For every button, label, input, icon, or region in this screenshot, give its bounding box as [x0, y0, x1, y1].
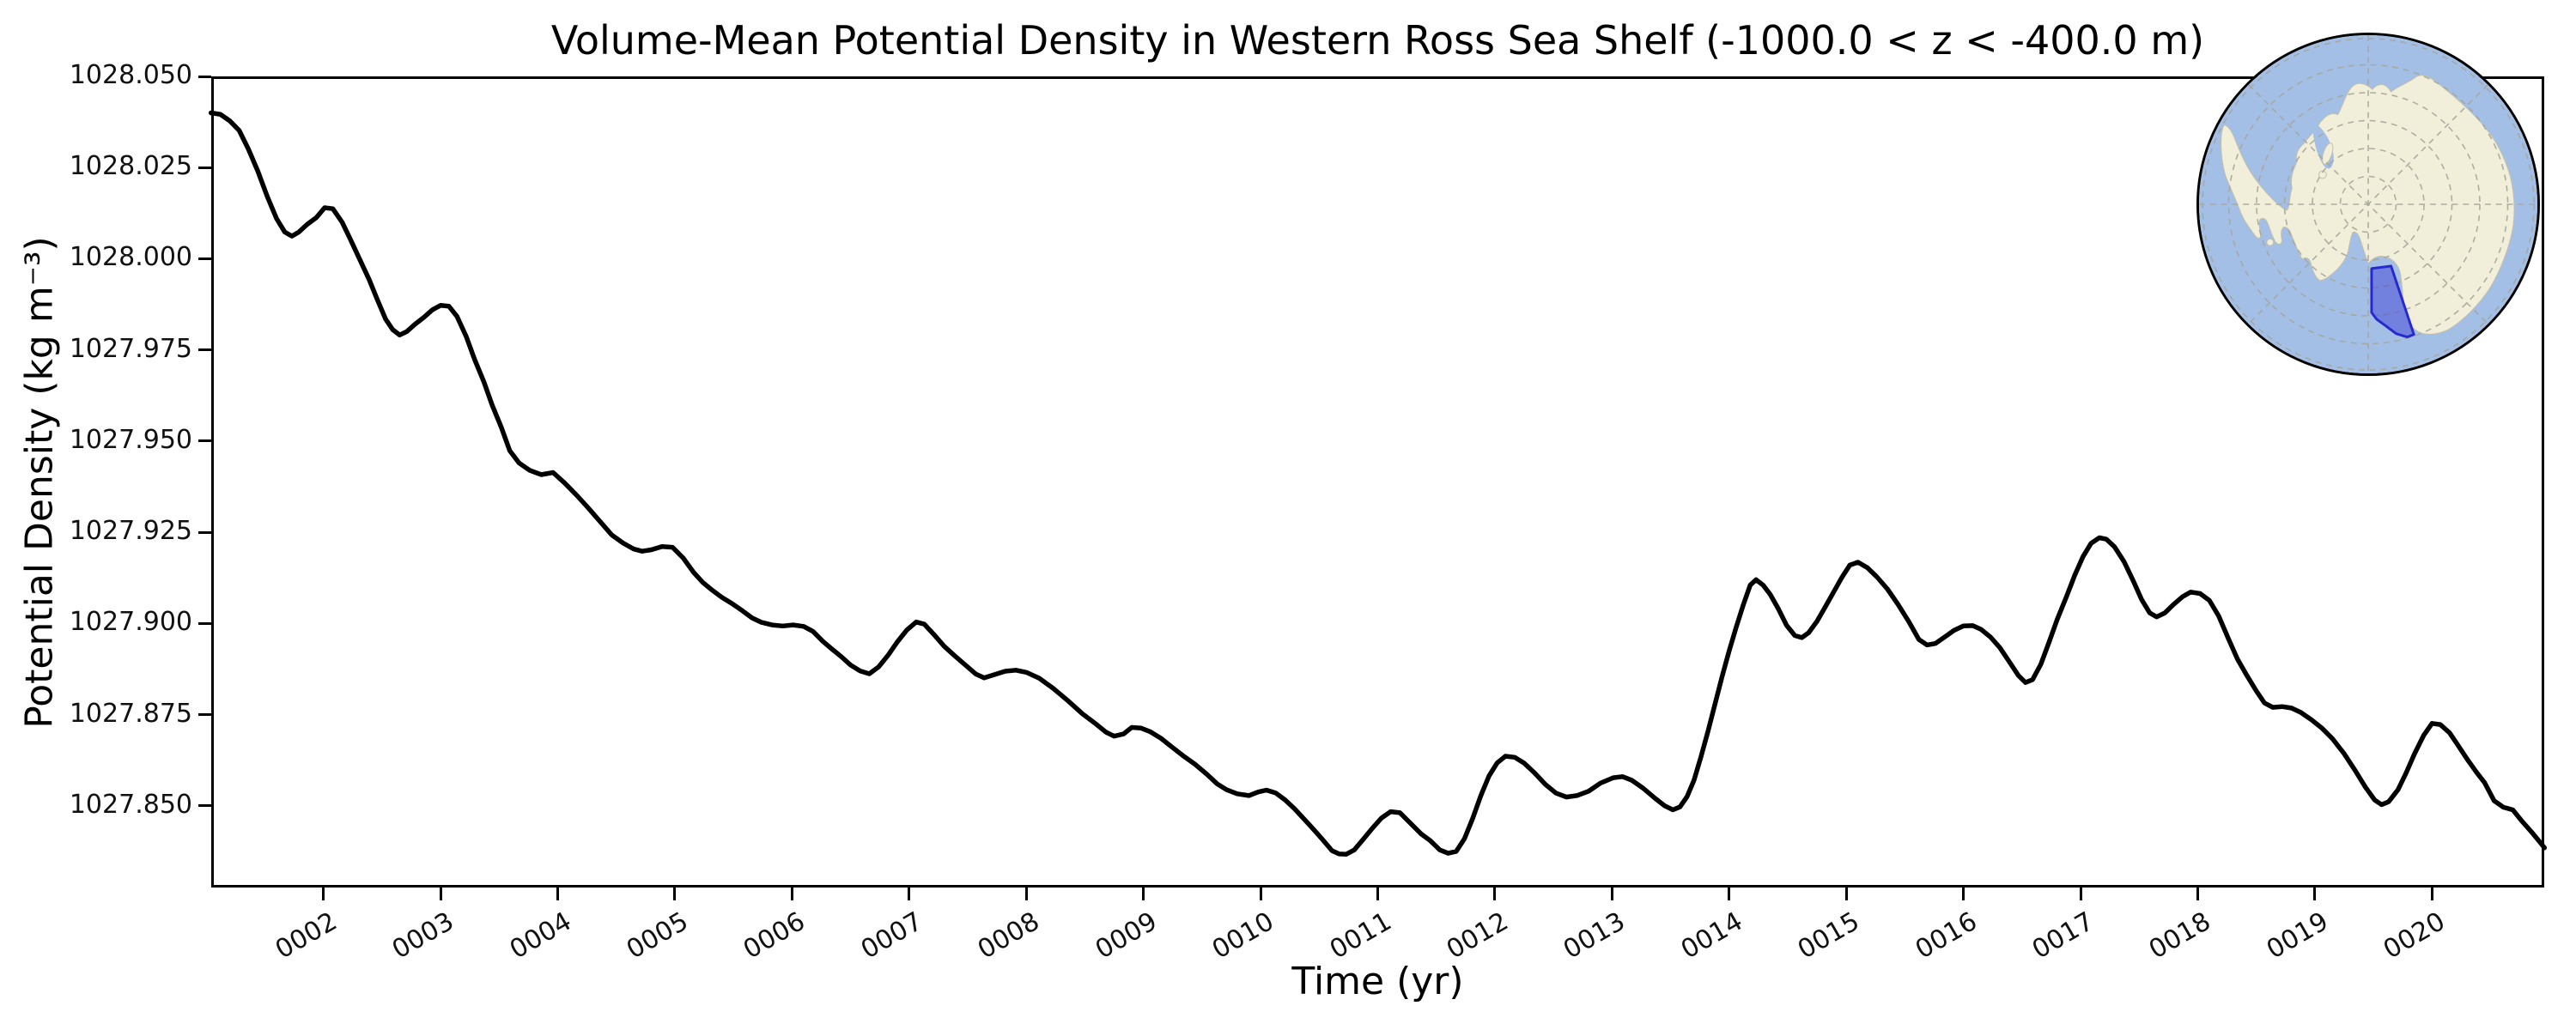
x-tick-mark [439, 888, 442, 900]
inset-map-antarctica [2196, 33, 2540, 376]
y-tick-mark [198, 348, 211, 352]
y-axis-label: Potential Density (kg m⁻³) [17, 236, 62, 729]
y-tick-mark [198, 621, 211, 625]
x-tick-mark [673, 888, 677, 900]
x-tick-mark [908, 888, 911, 900]
x-tick-mark [1142, 888, 1145, 900]
y-tick-label: 1028.025 [69, 151, 192, 182]
y-tick-mark [198, 75, 211, 78]
y-tick-mark [198, 439, 211, 443]
map-island [2266, 238, 2275, 246]
x-tick-mark [1259, 888, 1262, 900]
y-tick-mark [198, 530, 211, 534]
y-tick-mark [198, 804, 211, 808]
y-tick-label: 1028.050 [69, 60, 192, 90]
map-graticule [2199, 35, 2537, 373]
y-tick-label: 1027.975 [69, 333, 192, 364]
x-tick-mark [1024, 888, 1028, 900]
plot-canvas [208, 110, 2548, 857]
plot-area [211, 76, 2544, 888]
x-tick-mark [1493, 888, 1497, 900]
x-tick-mark [2430, 888, 2433, 900]
x-tick-mark [2196, 888, 2199, 900]
x-tick-mark [1376, 888, 1379, 900]
map-island [2322, 142, 2334, 165]
x-tick-mark [322, 888, 325, 900]
y-tick-label: 1027.900 [69, 607, 192, 638]
y-tick-label: 1027.875 [69, 698, 192, 729]
y-tick-mark [198, 713, 211, 717]
region-highlight-western-ross-sea [2370, 264, 2415, 339]
y-tick-label: 1027.950 [69, 424, 192, 455]
x-axis-label: Time (yr) [1291, 960, 1464, 1003]
y-tick-mark [198, 166, 211, 169]
chart-title: Volume-Mean Potential Density in Western… [550, 17, 2205, 64]
y-tick-label: 1028.000 [69, 242, 192, 273]
x-tick-mark [1610, 888, 1613, 900]
x-tick-mark [2079, 888, 2082, 900]
y-tick-mark [198, 257, 211, 260]
x-tick-mark [1844, 888, 1848, 900]
x-tick-mark [1962, 888, 1965, 900]
map-island [2318, 170, 2327, 179]
x-tick-mark [2313, 888, 2317, 900]
density-line [208, 110, 2548, 857]
y-tick-label: 1027.925 [69, 516, 192, 547]
x-tick-mark [790, 888, 793, 900]
x-tick-mark [556, 888, 560, 900]
x-tick-mark [1728, 888, 1731, 900]
y-tick-label: 1027.850 [69, 789, 192, 820]
